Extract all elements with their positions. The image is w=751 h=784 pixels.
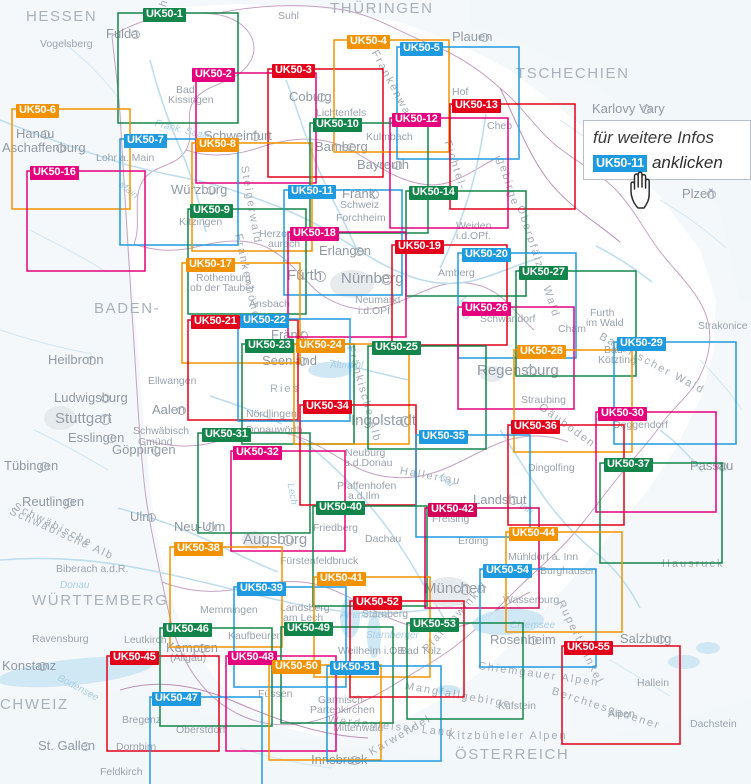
- sheet-label-uk50-37[interactable]: UK50-37: [604, 458, 653, 472]
- sheet-rect-uk50-4[interactable]: [333, 39, 450, 153]
- sheet-label-uk50-34[interactable]: UK50-34: [303, 400, 352, 414]
- sheet-rect-uk50-49[interactable]: [280, 626, 394, 724]
- sheet-rect-uk50-2[interactable]: [195, 72, 317, 184]
- sheet-label-uk50-7[interactable]: UK50-7: [124, 134, 167, 148]
- sheet-label-uk50-9[interactable]: UK50-9: [190, 204, 233, 218]
- sheet-label-uk50-20[interactable]: UK50-20: [462, 248, 511, 262]
- sheet-rect-uk50-13[interactable]: [449, 103, 576, 210]
- sheet-label-uk50-36[interactable]: UK50-36: [511, 420, 560, 434]
- sheet-label-uk50-19[interactable]: UK50-19: [395, 240, 444, 254]
- sheet-rect-uk50-12[interactable]: [389, 117, 509, 229]
- sheet-label-uk50-32[interactable]: UK50-32: [233, 446, 282, 460]
- sheet-label-uk50-4[interactable]: UK50-4: [347, 35, 390, 49]
- sheet-rect-uk50-18[interactable]: [287, 231, 407, 338]
- sheet-rect-uk50-31[interactable]: [197, 432, 311, 534]
- sheet-rect-uk50-34[interactable]: [299, 404, 417, 506]
- sheet-label-uk50-2[interactable]: UK50-2: [192, 68, 235, 82]
- sheet-label-uk50-23[interactable]: UK50-23: [245, 339, 294, 353]
- sheet-rect-uk50-19[interactable]: [391, 244, 508, 346]
- sheet-rect-uk50-25[interactable]: [367, 345, 487, 450]
- sheet-label-uk50-31[interactable]: UK50-31: [202, 428, 251, 442]
- sheet-label-uk50-52[interactable]: UK50-52: [353, 596, 402, 610]
- sheet-rect-uk50-29[interactable]: [613, 341, 737, 445]
- sheet-label-uk50-47[interactable]: UK50-47: [152, 692, 201, 706]
- sheet-label-uk50-13[interactable]: UK50-13: [452, 99, 501, 113]
- sheet-rect-uk50-36[interactable]: [507, 424, 625, 526]
- sheet-label-uk50-54[interactable]: UK50-54: [483, 564, 532, 578]
- sheet-rect-uk50-40[interactable]: [312, 505, 428, 607]
- sheet-label-uk50-22[interactable]: UK50-22: [240, 314, 289, 328]
- sheet-rect-uk50-37[interactable]: [599, 462, 723, 564]
- sheet-label-uk50-17[interactable]: UK50-17: [186, 258, 235, 272]
- sheet-label-uk50-51[interactable]: UK50-51: [330, 661, 379, 675]
- sheet-label-uk50-12[interactable]: UK50-12: [392, 113, 441, 127]
- sheet-label-uk50-53[interactable]: UK50-53: [410, 618, 459, 632]
- sheet-rect-uk50-30[interactable]: [595, 411, 717, 513]
- sheet-label-uk50-40[interactable]: UK50-40: [316, 501, 365, 515]
- sheet-label-uk50-3[interactable]: UK50-3: [272, 64, 315, 78]
- sheet-label-uk50-28[interactable]: UK50-28: [517, 345, 566, 359]
- sheet-rect-uk50-38[interactable]: [169, 546, 283, 648]
- sheet-label-uk50-14[interactable]: UK50-14: [409, 186, 458, 200]
- sheet-rect-uk50-46[interactable]: [159, 627, 273, 727]
- sheet-rect-uk50-27[interactable]: [515, 270, 637, 377]
- sheet-rect-uk50-50[interactable]: [268, 664, 382, 761]
- sheet-rect-uk50-42[interactable]: [424, 507, 540, 609]
- sheet-chip-uk50-11[interactable]: UK50-11: [593, 154, 647, 172]
- sheet-rect-uk50-51[interactable]: [326, 665, 442, 762]
- sheet-rect-uk50-47[interactable]: [149, 696, 263, 784]
- sheet-label-uk50-42[interactable]: UK50-42: [428, 503, 477, 517]
- sheet-label-uk50-30[interactable]: UK50-30: [598, 407, 647, 421]
- info-callout-box: für weitere Infos UK50-11 anklicken: [583, 120, 751, 180]
- sheet-label-uk50-49[interactable]: UK50-49: [284, 622, 333, 636]
- sheet-rect-uk50-55[interactable]: [561, 645, 681, 745]
- sheet-rect-uk50-10[interactable]: [309, 122, 429, 234]
- info-line-1: für weitere Infos: [593, 128, 714, 147]
- sheet-label-uk50-24[interactable]: UK50-24: [296, 339, 345, 353]
- sheet-label-uk50-41[interactable]: UK50-41: [317, 572, 366, 586]
- sheet-label-uk50-21[interactable]: UK50-21: [191, 315, 240, 329]
- sheet-label-uk50-50[interactable]: UK50-50: [272, 660, 321, 674]
- info-anklicken-text: anklicken: [651, 153, 723, 172]
- sheet-rect-uk50-5[interactable]: [396, 46, 520, 160]
- sheet-label-uk50-35[interactable]: UK50-35: [419, 430, 468, 444]
- sheet-label-uk50-44[interactable]: UK50-44: [509, 527, 558, 541]
- sheet-label-uk50-16[interactable]: UK50-16: [30, 166, 79, 180]
- sheet-label-uk50-27[interactable]: UK50-27: [519, 266, 568, 280]
- sheet-rect-uk50-7[interactable]: [119, 138, 239, 246]
- sheet-rect-uk50-6[interactable]: [11, 108, 131, 210]
- sheet-rect-uk50-21[interactable]: [187, 319, 299, 421]
- info-line-2: UK50-11 anklicken: [593, 153, 723, 173]
- pointing-hand-cursor-icon: [630, 171, 650, 209]
- sheet-label-uk50-5[interactable]: UK50-5: [400, 42, 443, 56]
- sheet-rect-uk50-54[interactable]: [479, 568, 597, 668]
- sheet-rect-uk50-28[interactable]: [513, 349, 633, 453]
- sheet-rect-uk50-35[interactable]: [415, 434, 531, 538]
- sheet-label-uk50-6[interactable]: UK50-6: [16, 104, 59, 118]
- sheet-rect-uk50-53[interactable]: [406, 622, 524, 720]
- sheet-label-uk50-10[interactable]: UK50-10: [313, 118, 362, 132]
- sheet-label-uk50-55[interactable]: UK50-55: [564, 641, 613, 655]
- sheet-rect-uk50-17[interactable]: [181, 262, 301, 364]
- sheet-label-uk50-38[interactable]: UK50-38: [174, 542, 223, 556]
- sheet-label-uk50-45[interactable]: UK50-45: [110, 651, 159, 665]
- sheet-label-uk50-29[interactable]: UK50-29: [617, 337, 666, 351]
- sheet-rect-uk50-39[interactable]: [233, 586, 347, 688]
- sheet-label-uk50-8[interactable]: UK50-8: [196, 138, 239, 152]
- sheet-label-uk50-11[interactable]: UK50-11: [288, 185, 337, 199]
- sheet-label-uk50-48[interactable]: UK50-48: [228, 651, 277, 665]
- sheet-label-uk50-39[interactable]: UK50-39: [237, 582, 286, 596]
- sheet-rect-uk50-24[interactable]: [293, 343, 410, 445]
- sheet-label-uk50-18[interactable]: UK50-18: [290, 227, 339, 241]
- sheet-rect-uk50-16[interactable]: [26, 170, 146, 272]
- sheet-label-uk50-25[interactable]: UK50-25: [372, 341, 421, 355]
- sheet-rect-uk50-11[interactable]: [283, 189, 403, 296]
- sheet-label-uk50-1[interactable]: UK50-1: [143, 8, 186, 22]
- sheet-rect-uk50-44[interactable]: [505, 531, 623, 633]
- sheet-label-uk50-46[interactable]: UK50-46: [163, 623, 212, 637]
- sheet-label-uk50-26[interactable]: UK50-26: [462, 302, 511, 316]
- sheet-rect-uk50-45[interactable]: [106, 655, 220, 752]
